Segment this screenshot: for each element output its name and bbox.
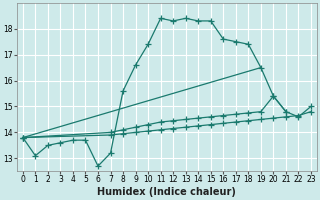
X-axis label: Humidex (Indice chaleur): Humidex (Indice chaleur) bbox=[98, 187, 236, 197]
